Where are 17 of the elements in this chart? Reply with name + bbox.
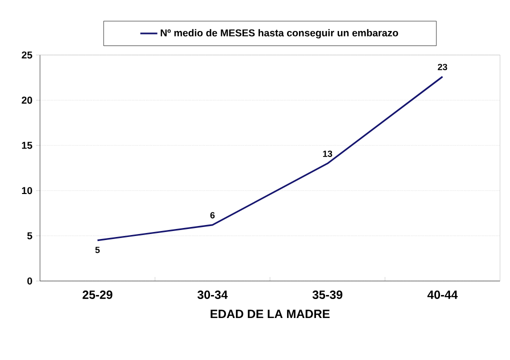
y-tick-label: 25: [22, 51, 32, 59]
legend-label: Nº medio de MESES hasta conseguir un embarazo: [160, 29, 398, 38]
y-tick-label: 15: [22, 142, 32, 149]
line-series: [96, 76, 444, 242]
x-tick-label: 35-39: [312, 290, 342, 299]
x-tick-label: 40-44: [427, 290, 458, 299]
x-tick-label: 25-29: [82, 290, 112, 299]
data-label: 6: [210, 212, 215, 218]
data-label: 23: [438, 64, 448, 70]
x-tick-label: 30-34: [197, 290, 228, 299]
data-label: 5: [95, 246, 100, 254]
y-tick-label: 20: [22, 96, 32, 104]
x-axis-title: EDAD DE LA MADRE: [210, 310, 330, 318]
y-tick-label: 5: [27, 232, 32, 240]
y-tick-label: 10: [22, 187, 32, 194]
y-tick-label: 0: [27, 277, 32, 285]
data-label: 13: [323, 150, 332, 157]
